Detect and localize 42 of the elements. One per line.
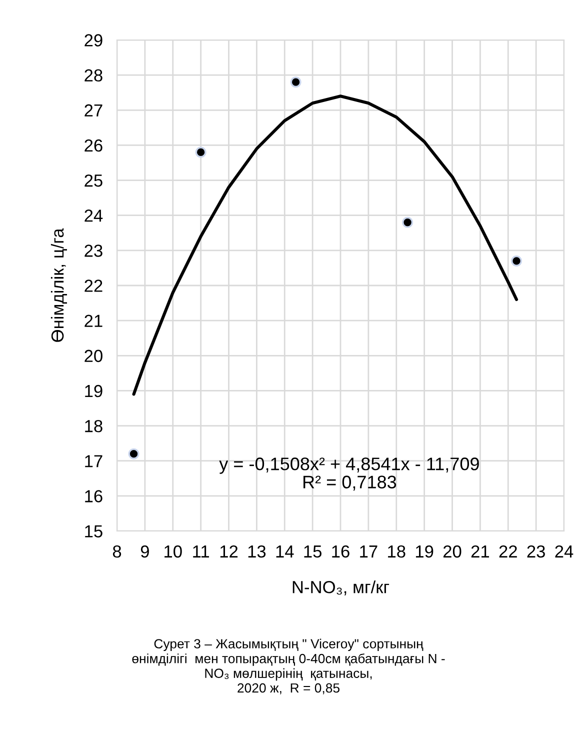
x-tick-label: 10 xyxy=(164,545,182,558)
point xyxy=(195,146,206,158)
y-tick-label: 28 xyxy=(84,69,102,82)
y-tick-label: 20 xyxy=(84,350,102,362)
x-tick-label: 19 xyxy=(416,545,434,558)
y-tick-label: 23 xyxy=(84,244,102,257)
point xyxy=(290,76,302,88)
x-tick-label: 20 xyxy=(443,545,462,558)
y-tick-label: 17 xyxy=(85,455,102,468)
y-tick-label: 29 xyxy=(84,34,102,46)
x-tick-label: 11 xyxy=(193,546,209,558)
x-tick-label: 15 xyxy=(304,546,322,558)
x-tick-label: 22 xyxy=(499,545,517,558)
point xyxy=(128,448,140,460)
text: Сурет 3 – Жасымықтың " Viceroy" сортының өнімділігі мен топырақтың 0-40см қабатындағы N - NO₃ мөлшерінің қатынасы, 2020 ж, R = 0,85 xyxy=(132,638,445,694)
point xyxy=(402,216,414,228)
x-axis-title: N-NO₃, мг/кг xyxy=(292,580,390,596)
y-axis-title: Өнімділік, ц/га xyxy=(50,228,67,342)
x-tick-label: 8 xyxy=(112,545,122,558)
x-tick-label: 16 xyxy=(332,545,350,558)
y-tick-label: 15 xyxy=(85,525,102,538)
x-tick-label: 21 xyxy=(471,545,489,558)
annotation: y = -0,1508x² + 4,8541x - 11,709 R² = 0,7183 xyxy=(219,458,479,491)
y-tick-label: 26 xyxy=(84,139,102,152)
x-tick-label: 23 xyxy=(527,545,545,558)
point xyxy=(511,255,522,266)
y-tick-label: 19 xyxy=(85,384,102,398)
x-tick-label: 14 xyxy=(276,546,294,558)
x-tick-label: 13 xyxy=(248,545,266,558)
x-tick-label: 24 xyxy=(555,545,574,558)
x-tick-label: 9 xyxy=(140,545,149,558)
line-series xyxy=(132,94,518,396)
y-tick-label: 18 xyxy=(85,420,102,432)
x-tick-label: 12 xyxy=(220,545,238,558)
x-tick-label: 17 xyxy=(360,546,378,558)
y-tick-label: 16 xyxy=(85,490,102,502)
y-tick-label: 27 xyxy=(84,104,102,116)
y-tick-label: 22 xyxy=(84,280,102,292)
y-tick-label: 24 xyxy=(84,210,103,222)
x-tick-label: 18 xyxy=(388,545,406,558)
y-tick-label: 21 xyxy=(84,314,102,327)
y-tick-label: 25 xyxy=(84,174,102,187)
